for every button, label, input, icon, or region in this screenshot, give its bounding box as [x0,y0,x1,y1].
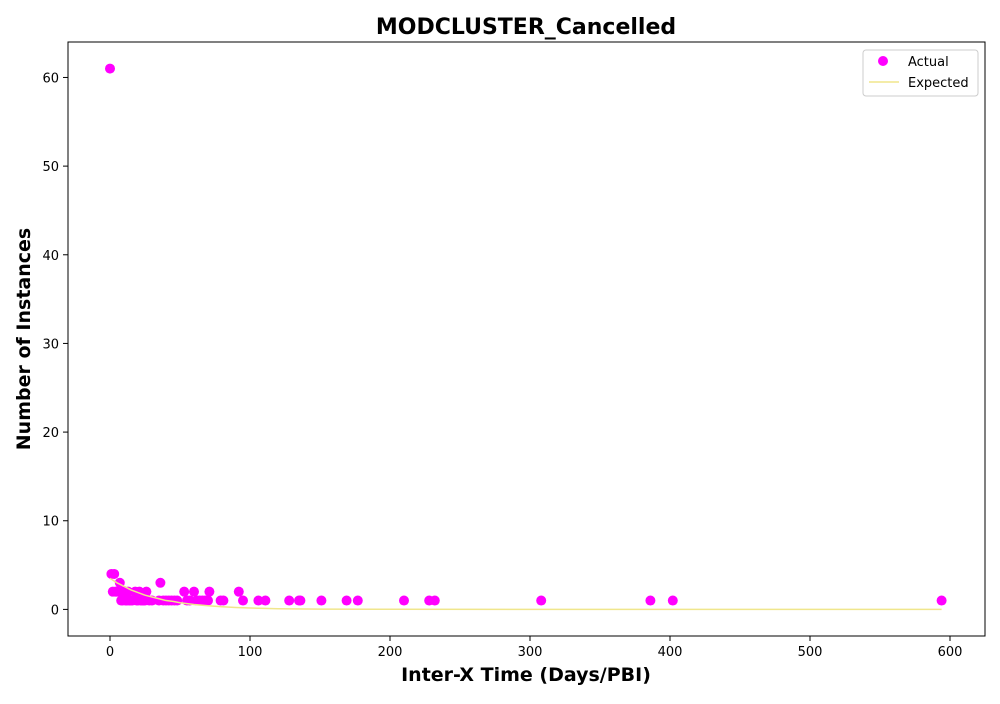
x-tick-label: 500 [798,645,823,660]
actual-point [536,595,547,606]
y-tick-label: 50 [42,160,59,175]
legend-box [862,49,979,97]
y-axis-label: Number of Instances [13,228,35,450]
actual-point [105,63,115,74]
actual-point [233,586,244,597]
actual-point [172,595,183,606]
actual-point [352,595,363,606]
actual-point [316,595,327,606]
actual-point [295,595,306,606]
actual-point [341,595,352,606]
expected-line [109,577,942,611]
actual-point [645,595,656,606]
y-tick-label: 0 [51,603,59,618]
x-tick-label: 600 [938,645,963,660]
actual-point [109,568,120,579]
actual-point [253,595,264,606]
legend-actual-marker [878,56,888,66]
y-tick-label: 10 [42,515,59,530]
actual-point [179,586,190,597]
actual-point [936,595,947,606]
y-tick-label: 20 [42,426,59,441]
actual-point [284,595,295,606]
plot-frame [67,41,986,637]
x-tick-label: 400 [658,645,683,660]
actual-point [155,577,166,588]
actual-point [204,586,215,597]
actual-point [260,595,271,606]
legend-actual-label: Actual [908,55,949,70]
actual-point [399,595,409,606]
x-tick-label: 100 [238,645,263,660]
actual-point [667,595,678,606]
chart-title: MODCLUSTER_Cancelled [376,15,676,40]
x-axis-label: Inter-X Time (Days/PBI) [401,664,651,686]
legend: Actual Expected [862,49,979,97]
actual-point [429,595,440,606]
y-tick-label: 60 [42,71,59,86]
actual-point [203,595,213,606]
x-tick-label: 200 [378,645,403,660]
y-tick-label: 40 [42,249,59,264]
y-tick-label: 30 [42,337,59,352]
x-axis-ticks: 0 100 200 300 400 500 600 [106,636,963,660]
x-tick-label: 300 [518,645,543,660]
y-axis-ticks: 0 10 20 30 40 50 60 [42,71,68,618]
actual-point [189,586,199,597]
x-tick-label: 0 [106,645,114,660]
legend-expected-label: Expected [908,76,969,91]
actual-point [238,595,248,606]
plot-area [105,63,947,611]
actual-point [218,595,229,606]
